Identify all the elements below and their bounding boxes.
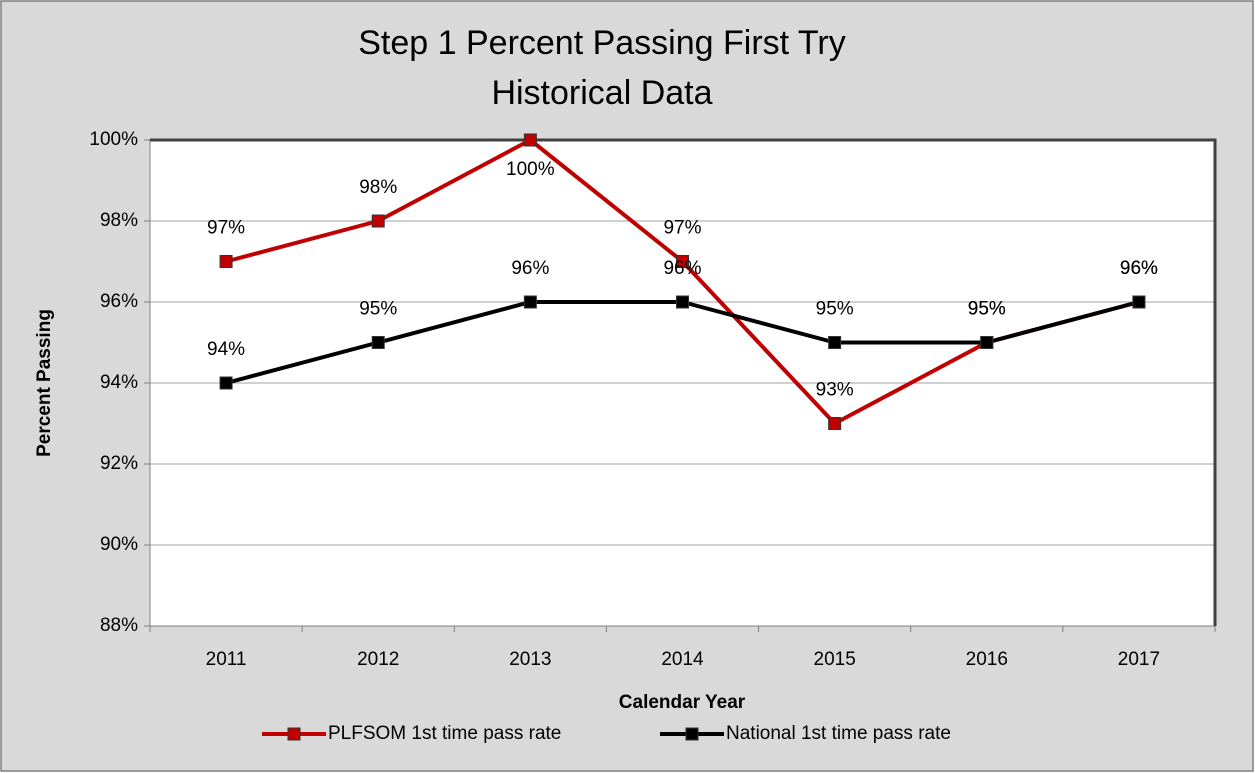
x-tick-label: 2015 — [814, 649, 856, 670]
legend-label: National 1st time pass rate — [726, 723, 951, 744]
y-tick-label: 94% — [100, 372, 138, 393]
data-label: 98% — [359, 177, 397, 198]
legend-label: PLFSOM 1st time pass rate — [328, 723, 561, 744]
data-label: 96% — [1120, 258, 1158, 279]
data-label: 95% — [968, 299, 1006, 320]
data-label: 93% — [816, 380, 854, 401]
data-label: 96% — [1120, 258, 1158, 279]
x-tick-label: 2016 — [966, 649, 1008, 670]
marker — [371, 336, 385, 349]
marker — [219, 376, 233, 390]
data-label: 97% — [663, 218, 701, 239]
marker — [828, 417, 842, 430]
data-label: 95% — [968, 299, 1006, 320]
y-tick-label: 90% — [100, 534, 138, 555]
y-tick-label: 98% — [100, 210, 138, 231]
data-label: 96% — [663, 258, 701, 279]
plot-frame — [150, 138, 1217, 626]
marker — [523, 295, 537, 309]
chart-title: Historical Data — [491, 74, 712, 112]
y-axis-label: Percent Passing — [34, 309, 55, 457]
legend-marker — [287, 727, 301, 741]
data-label: 100% — [506, 159, 555, 180]
marker — [523, 133, 537, 147]
y-tick-label: 88% — [100, 615, 138, 636]
chart-title: Step 1 Percent Passing First Try — [358, 24, 846, 62]
legend-marker — [685, 727, 699, 741]
data-label: 96% — [511, 258, 549, 279]
marker — [676, 295, 689, 309]
x-tick-label: 2011 — [206, 649, 247, 670]
x-tick-label: 2012 — [357, 649, 399, 670]
x-tick-label: 2014 — [661, 649, 704, 670]
x-tick-label: 2013 — [509, 649, 551, 670]
data-label: 94% — [207, 339, 245, 360]
data-label: 95% — [359, 299, 397, 320]
marker — [219, 255, 233, 268]
marker — [828, 336, 842, 349]
y-tick-label: 96% — [100, 291, 138, 312]
y-tick-label: 92% — [100, 453, 138, 474]
y-tick-label: 100% — [89, 129, 138, 150]
marker — [980, 336, 994, 349]
x-tick-label: 2017 — [1118, 649, 1160, 670]
x-axis-label: Calendar Year — [619, 692, 746, 713]
data-label: 97% — [207, 218, 245, 239]
data-label: 95% — [816, 299, 854, 320]
marker — [676, 255, 689, 268]
marker — [1132, 295, 1146, 309]
marker — [371, 214, 385, 228]
